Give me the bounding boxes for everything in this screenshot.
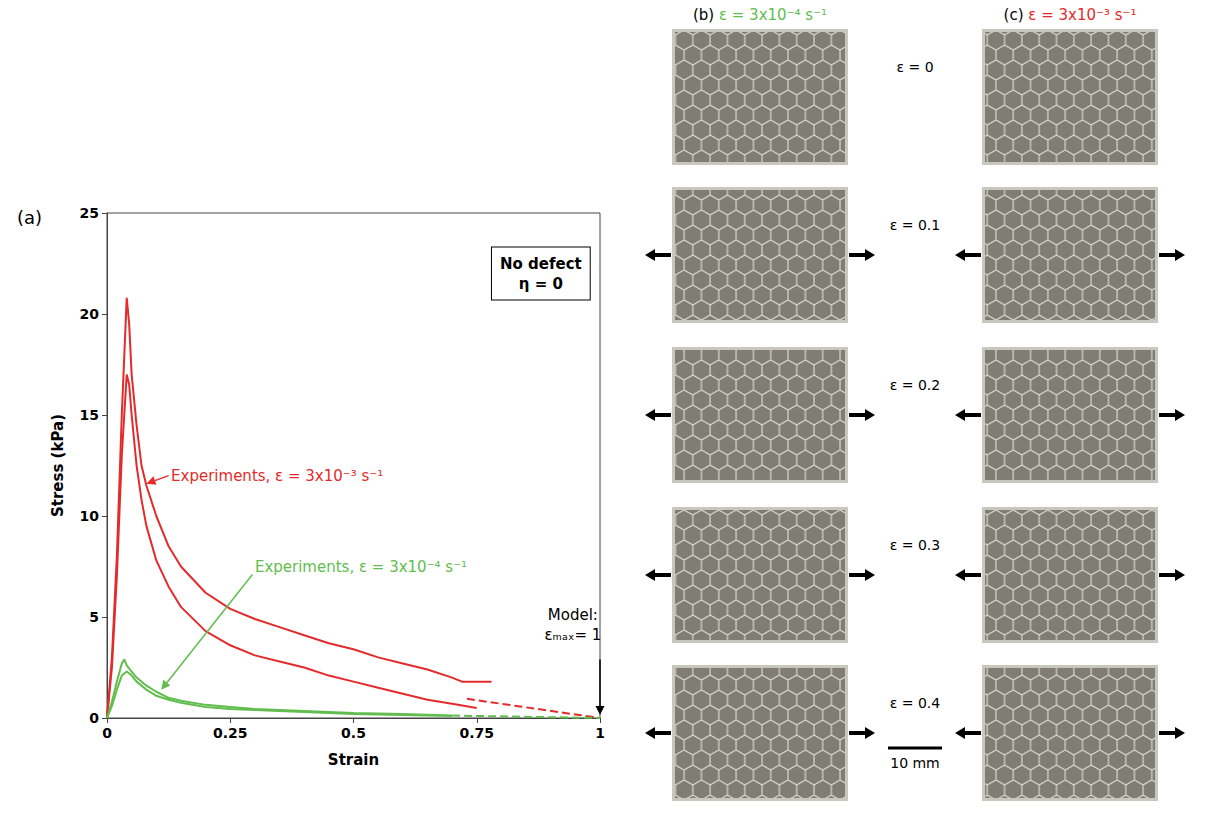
svg-text:(c) ε = 3x10⁻³ s⁻¹: (c) ε = 3x10⁻³ s⁻¹ xyxy=(1004,6,1137,24)
svg-text:Experiments, ε = 3x10⁻⁴ s⁻¹: Experiments, ε = 3x10⁻⁴ s⁻¹ xyxy=(255,558,467,576)
svg-text:η = 0: η = 0 xyxy=(519,275,563,293)
svg-text:Stress (kPa): Stress (kPa) xyxy=(49,414,67,517)
svg-text:5: 5 xyxy=(89,609,99,625)
svg-text:No defect: No defect xyxy=(500,255,582,273)
svg-text:Experiments, ε = 3x10⁻³ s⁻¹: Experiments, ε = 3x10⁻³ s⁻¹ xyxy=(171,467,383,485)
svg-text:10: 10 xyxy=(80,508,100,524)
svg-text:10 mm: 10 mm xyxy=(890,755,940,771)
svg-text:ε = 0.2: ε = 0.2 xyxy=(890,377,940,393)
svg-text:15: 15 xyxy=(80,407,99,423)
svg-text:ε = 0: ε = 0 xyxy=(896,59,933,75)
svg-text:ε = 0.4: ε = 0.4 xyxy=(890,695,941,711)
svg-text:(a): (a) xyxy=(17,207,42,228)
svg-text:ε = 0.1: ε = 0.1 xyxy=(890,217,940,233)
svg-text:0.75: 0.75 xyxy=(459,725,494,741)
svg-text:εₘₐₓ= 1: εₘₐₓ= 1 xyxy=(544,626,601,644)
svg-text:(b) ε = 3x10⁻⁴ s⁻¹: (b) ε = 3x10⁻⁴ s⁻¹ xyxy=(693,6,827,24)
svg-text:0.25: 0.25 xyxy=(213,725,248,741)
svg-text:0: 0 xyxy=(102,725,112,741)
svg-text:20: 20 xyxy=(80,306,100,322)
svg-text:Model:: Model: xyxy=(548,606,598,624)
svg-text:Strain: Strain xyxy=(328,751,379,769)
svg-text:1: 1 xyxy=(595,725,605,741)
svg-text:25: 25 xyxy=(80,205,99,221)
svg-text:0.5: 0.5 xyxy=(341,725,366,741)
svg-text:ε = 0.3: ε = 0.3 xyxy=(890,537,940,553)
svg-text:0: 0 xyxy=(89,710,99,726)
